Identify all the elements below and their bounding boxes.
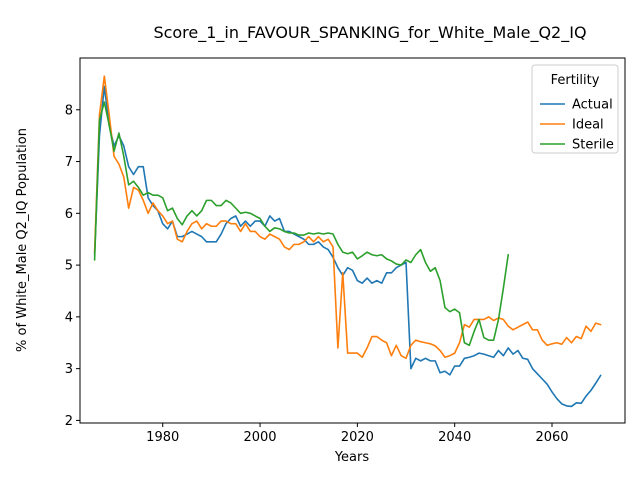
legend-label: Actual [572,98,613,113]
x-tick-label: 2040 [438,430,471,445]
legend-entry-ideal: Ideal [540,118,604,133]
legend-label: Ideal [572,118,604,133]
y-tick-label: 7 [65,155,73,170]
y-tick-label: 3 [65,362,73,377]
x-tick-label: 2020 [341,430,374,445]
y-tick-label: 2 [65,414,73,429]
y-axis-label: % of White_Male Q2_IQ Population [15,128,30,352]
x-tick-label: 2060 [535,430,568,445]
series-line-actual [93,85,602,408]
series-line-ideal [93,75,602,360]
x-axis-label: Years [334,450,370,465]
y-tick-label: 8 [65,103,73,118]
legend-entry-actual: Actual [540,98,613,113]
y-tick-label: 4 [65,310,73,325]
legend-title: Fertility [551,73,600,88]
legend: Fertility Actual Ideal Sterile [531,64,619,154]
chart-title: Score_1_in_FAVOUR_SPANKING_for_White_Mal… [153,23,586,43]
legend-entries: Actual Ideal Sterile [540,98,614,153]
series-line-sterile [93,101,510,347]
plot-area: 1980 2000 2020 2040 2060 2 3 4 5 6 7 8 [65,57,626,445]
series-layer [93,75,602,408]
legend-entry-sterile: Sterile [540,138,614,153]
y-axis-ticks: 2 3 4 5 6 7 8 [65,103,80,429]
y-tick-label: 5 [65,259,73,274]
plot-frame [79,57,626,424]
y-tick-label: 6 [65,207,73,222]
x-tick-label: 1980 [146,430,179,445]
legend-label: Sterile [572,138,614,153]
x-tick-label: 2000 [243,430,276,445]
x-axis-ticks: 1980 2000 2020 2040 2060 [146,423,569,445]
legend-box [531,64,619,154]
